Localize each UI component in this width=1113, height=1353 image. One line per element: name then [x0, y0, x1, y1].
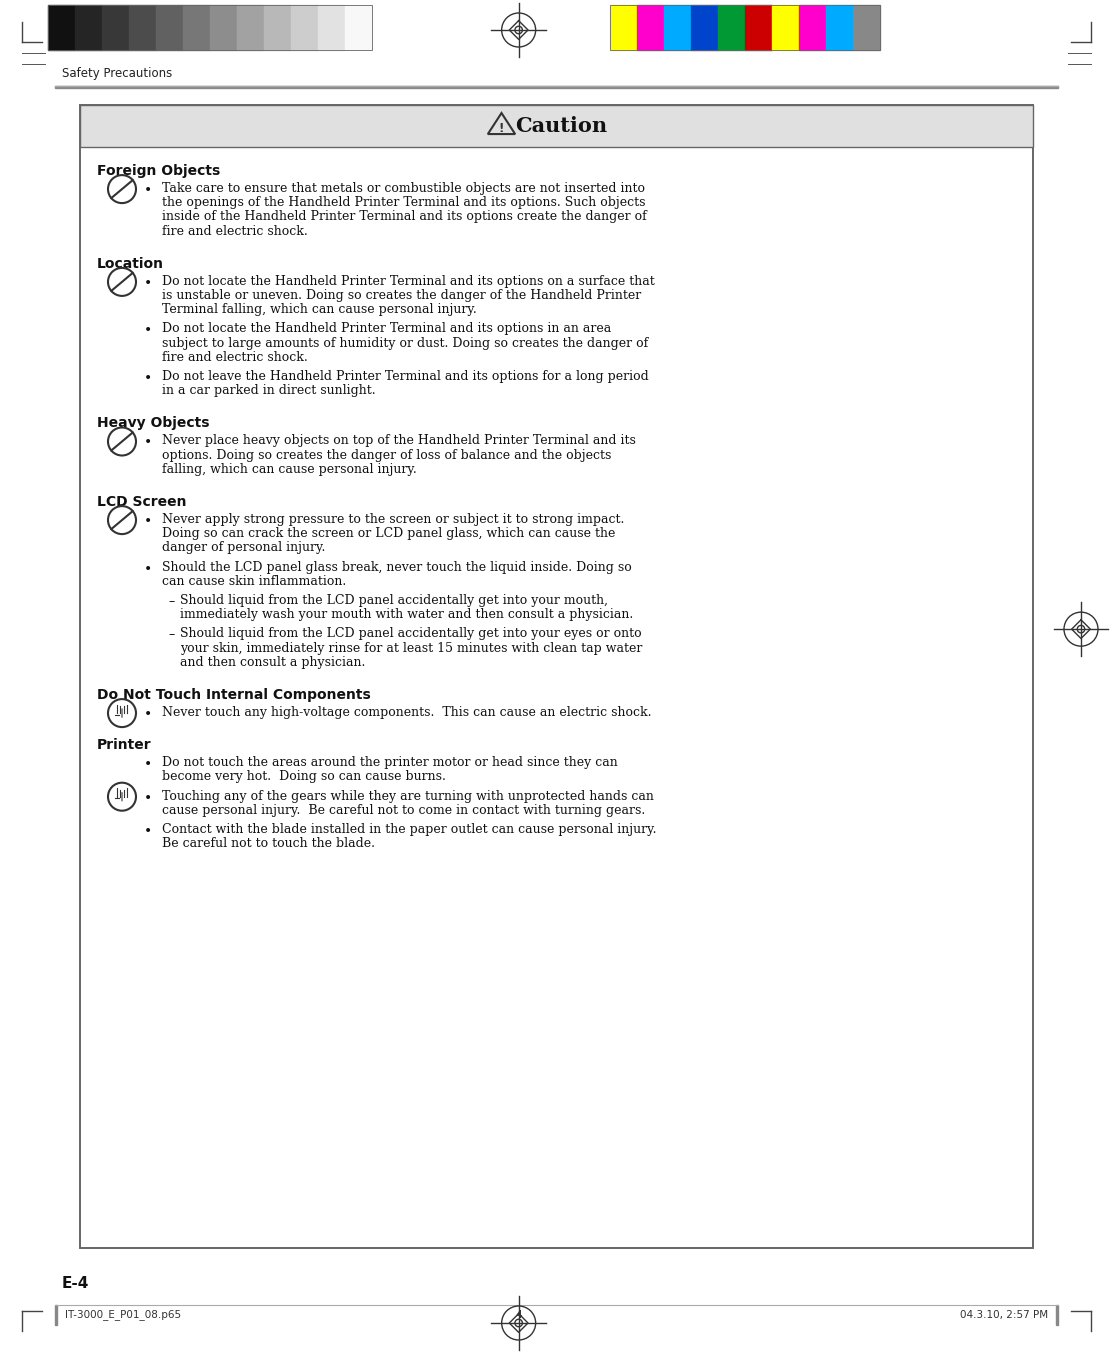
Text: •: • [144, 371, 152, 386]
Text: •: • [144, 561, 152, 575]
Bar [210, 5, 237, 50]
Text: •: • [144, 790, 152, 805]
Text: Doing so can crack the screen or LCD panel glass, which can cause the: Doing so can crack the screen or LCD pan… [162, 528, 615, 540]
Bar [718, 5, 745, 50]
FancyBboxPatch shape [80, 106, 1033, 1247]
Bar [610, 5, 637, 50]
Text: can cause skin inflammation.: can cause skin inflammation. [162, 575, 346, 587]
Text: falling, which can cause personal injury.: falling, which can cause personal injury… [162, 463, 416, 476]
Text: danger of personal injury.: danger of personal injury. [162, 541, 325, 555]
Bar [75, 5, 102, 50]
Bar [826, 5, 853, 50]
Text: Never touch any high-voltage components.  This can cause an electric shock.: Never touch any high-voltage components.… [162, 706, 651, 718]
Text: !: ! [499, 123, 504, 135]
Text: •: • [144, 824, 152, 838]
Bar [264, 5, 290, 50]
Text: Safety Precautions: Safety Precautions [62, 68, 173, 80]
Bar [48, 5, 372, 50]
Text: Take care to ensure that metals or combustible objects are not inserted into: Take care to ensure that metals or combu… [162, 183, 646, 195]
Text: •: • [144, 276, 152, 290]
Text: •: • [144, 436, 152, 449]
Bar [129, 5, 156, 50]
Text: E-4: E-4 [62, 1276, 89, 1291]
Text: Contact with the blade installed in the paper outlet can cause personal injury.: Contact with the blade installed in the … [162, 823, 657, 836]
Bar [853, 5, 880, 50]
Text: fire and electric shock.: fire and electric shock. [162, 225, 308, 238]
Bar [664, 5, 691, 50]
Text: Touching any of the gears while they are turning with unprotected hands can: Touching any of the gears while they are… [162, 790, 653, 802]
Bar [637, 5, 664, 50]
Text: Do not leave the Handheld Printer Terminal and its options for a long period: Do not leave the Handheld Printer Termin… [162, 369, 649, 383]
Text: •: • [144, 708, 152, 721]
Text: is unstable or uneven. Doing so creates the danger of the Handheld Printer: is unstable or uneven. Doing so creates … [162, 290, 641, 302]
Bar [318, 5, 345, 50]
Text: •: • [144, 323, 152, 337]
Bar [799, 5, 826, 50]
Text: Should the LCD panel glass break, never touch the liquid inside. Doing so: Should the LCD panel glass break, never … [162, 560, 632, 574]
Text: cause personal injury.  Be careful not to come in contact with turning gears.: cause personal injury. Be careful not to… [162, 804, 646, 817]
Text: Terminal falling, which can cause personal injury.: Terminal falling, which can cause person… [162, 303, 476, 317]
Bar [55, 87, 1058, 88]
Text: Never place heavy objects on top of the Handheld Printer Terminal and its: Never place heavy objects on top of the … [162, 434, 636, 448]
Text: Do Not Touch Internal Components: Do Not Touch Internal Components [97, 687, 371, 702]
Text: Heavy Objects: Heavy Objects [97, 417, 209, 430]
Text: your skin, immediately rinse for at least 15 minutes with clean tap water: your skin, immediately rinse for at leas… [180, 641, 642, 655]
Text: LCD Screen: LCD Screen [97, 495, 187, 509]
Text: Do not locate the Handheld Printer Terminal and its options in an area: Do not locate the Handheld Printer Termi… [162, 322, 611, 336]
Bar [610, 5, 880, 50]
Text: Foreign Objects: Foreign Objects [97, 164, 220, 179]
Text: immediately wash your mouth with water and then consult a physician.: immediately wash your mouth with water a… [180, 609, 633, 621]
Bar [48, 5, 75, 50]
Text: Never apply strong pressure to the screen or subject it to strong impact.: Never apply strong pressure to the scree… [162, 513, 624, 526]
Text: the openings of the Handheld Printer Terminal and its options. Such objects: the openings of the Handheld Printer Ter… [162, 196, 646, 210]
Text: •: • [144, 758, 152, 771]
Text: •: • [144, 183, 152, 198]
Text: •: • [144, 514, 152, 528]
Bar [1056, 1306, 1058, 1325]
Text: Be careful not to touch the blade.: Be careful not to touch the blade. [162, 838, 375, 850]
Bar [691, 5, 718, 50]
Text: in a car parked in direct sunlight.: in a car parked in direct sunlight. [162, 384, 375, 398]
Text: options. Doing so creates the danger of loss of balance and the objects: options. Doing so creates the danger of … [162, 449, 611, 461]
Text: Do not touch the areas around the printer motor or head since they can: Do not touch the areas around the printe… [162, 756, 618, 770]
Bar [745, 5, 772, 50]
Text: Printer: Printer [97, 739, 151, 752]
Text: Do not locate the Handheld Printer Terminal and its options on a surface that: Do not locate the Handheld Printer Termi… [162, 275, 654, 288]
Text: 04.3.10, 2:57 PM: 04.3.10, 2:57 PM [959, 1310, 1048, 1321]
Text: IT-3000_E_P01_08.p65: IT-3000_E_P01_08.p65 [65, 1310, 181, 1321]
Text: subject to large amounts of humidity or dust. Doing so creates the danger of: subject to large amounts of humidity or … [162, 337, 648, 349]
Bar [290, 5, 318, 50]
Text: Should liquid from the LCD panel accidentally get into your mouth,: Should liquid from the LCD panel acciden… [180, 594, 608, 607]
Text: –: – [169, 628, 175, 641]
Bar [237, 5, 264, 50]
Bar [156, 5, 183, 50]
Bar [102, 5, 129, 50]
Bar [183, 5, 210, 50]
Bar [80, 106, 1033, 147]
Text: Caution: Caution [515, 116, 608, 137]
Text: fire and electric shock.: fire and electric shock. [162, 350, 308, 364]
Text: Location: Location [97, 257, 164, 271]
Text: inside of the Handheld Printer Terminal and its options create the danger of: inside of the Handheld Printer Terminal … [162, 211, 647, 223]
Bar [345, 5, 372, 50]
Bar [772, 5, 799, 50]
Text: 4: 4 [515, 1310, 522, 1321]
Text: Should liquid from the LCD panel accidentally get into your eyes or onto: Should liquid from the LCD panel acciden… [180, 628, 641, 640]
Text: –: – [169, 595, 175, 607]
Text: become very hot.  Doing so can cause burns.: become very hot. Doing so can cause burn… [162, 770, 446, 783]
Text: and then consult a physician.: and then consult a physician. [180, 656, 365, 668]
Bar [55, 1306, 57, 1325]
